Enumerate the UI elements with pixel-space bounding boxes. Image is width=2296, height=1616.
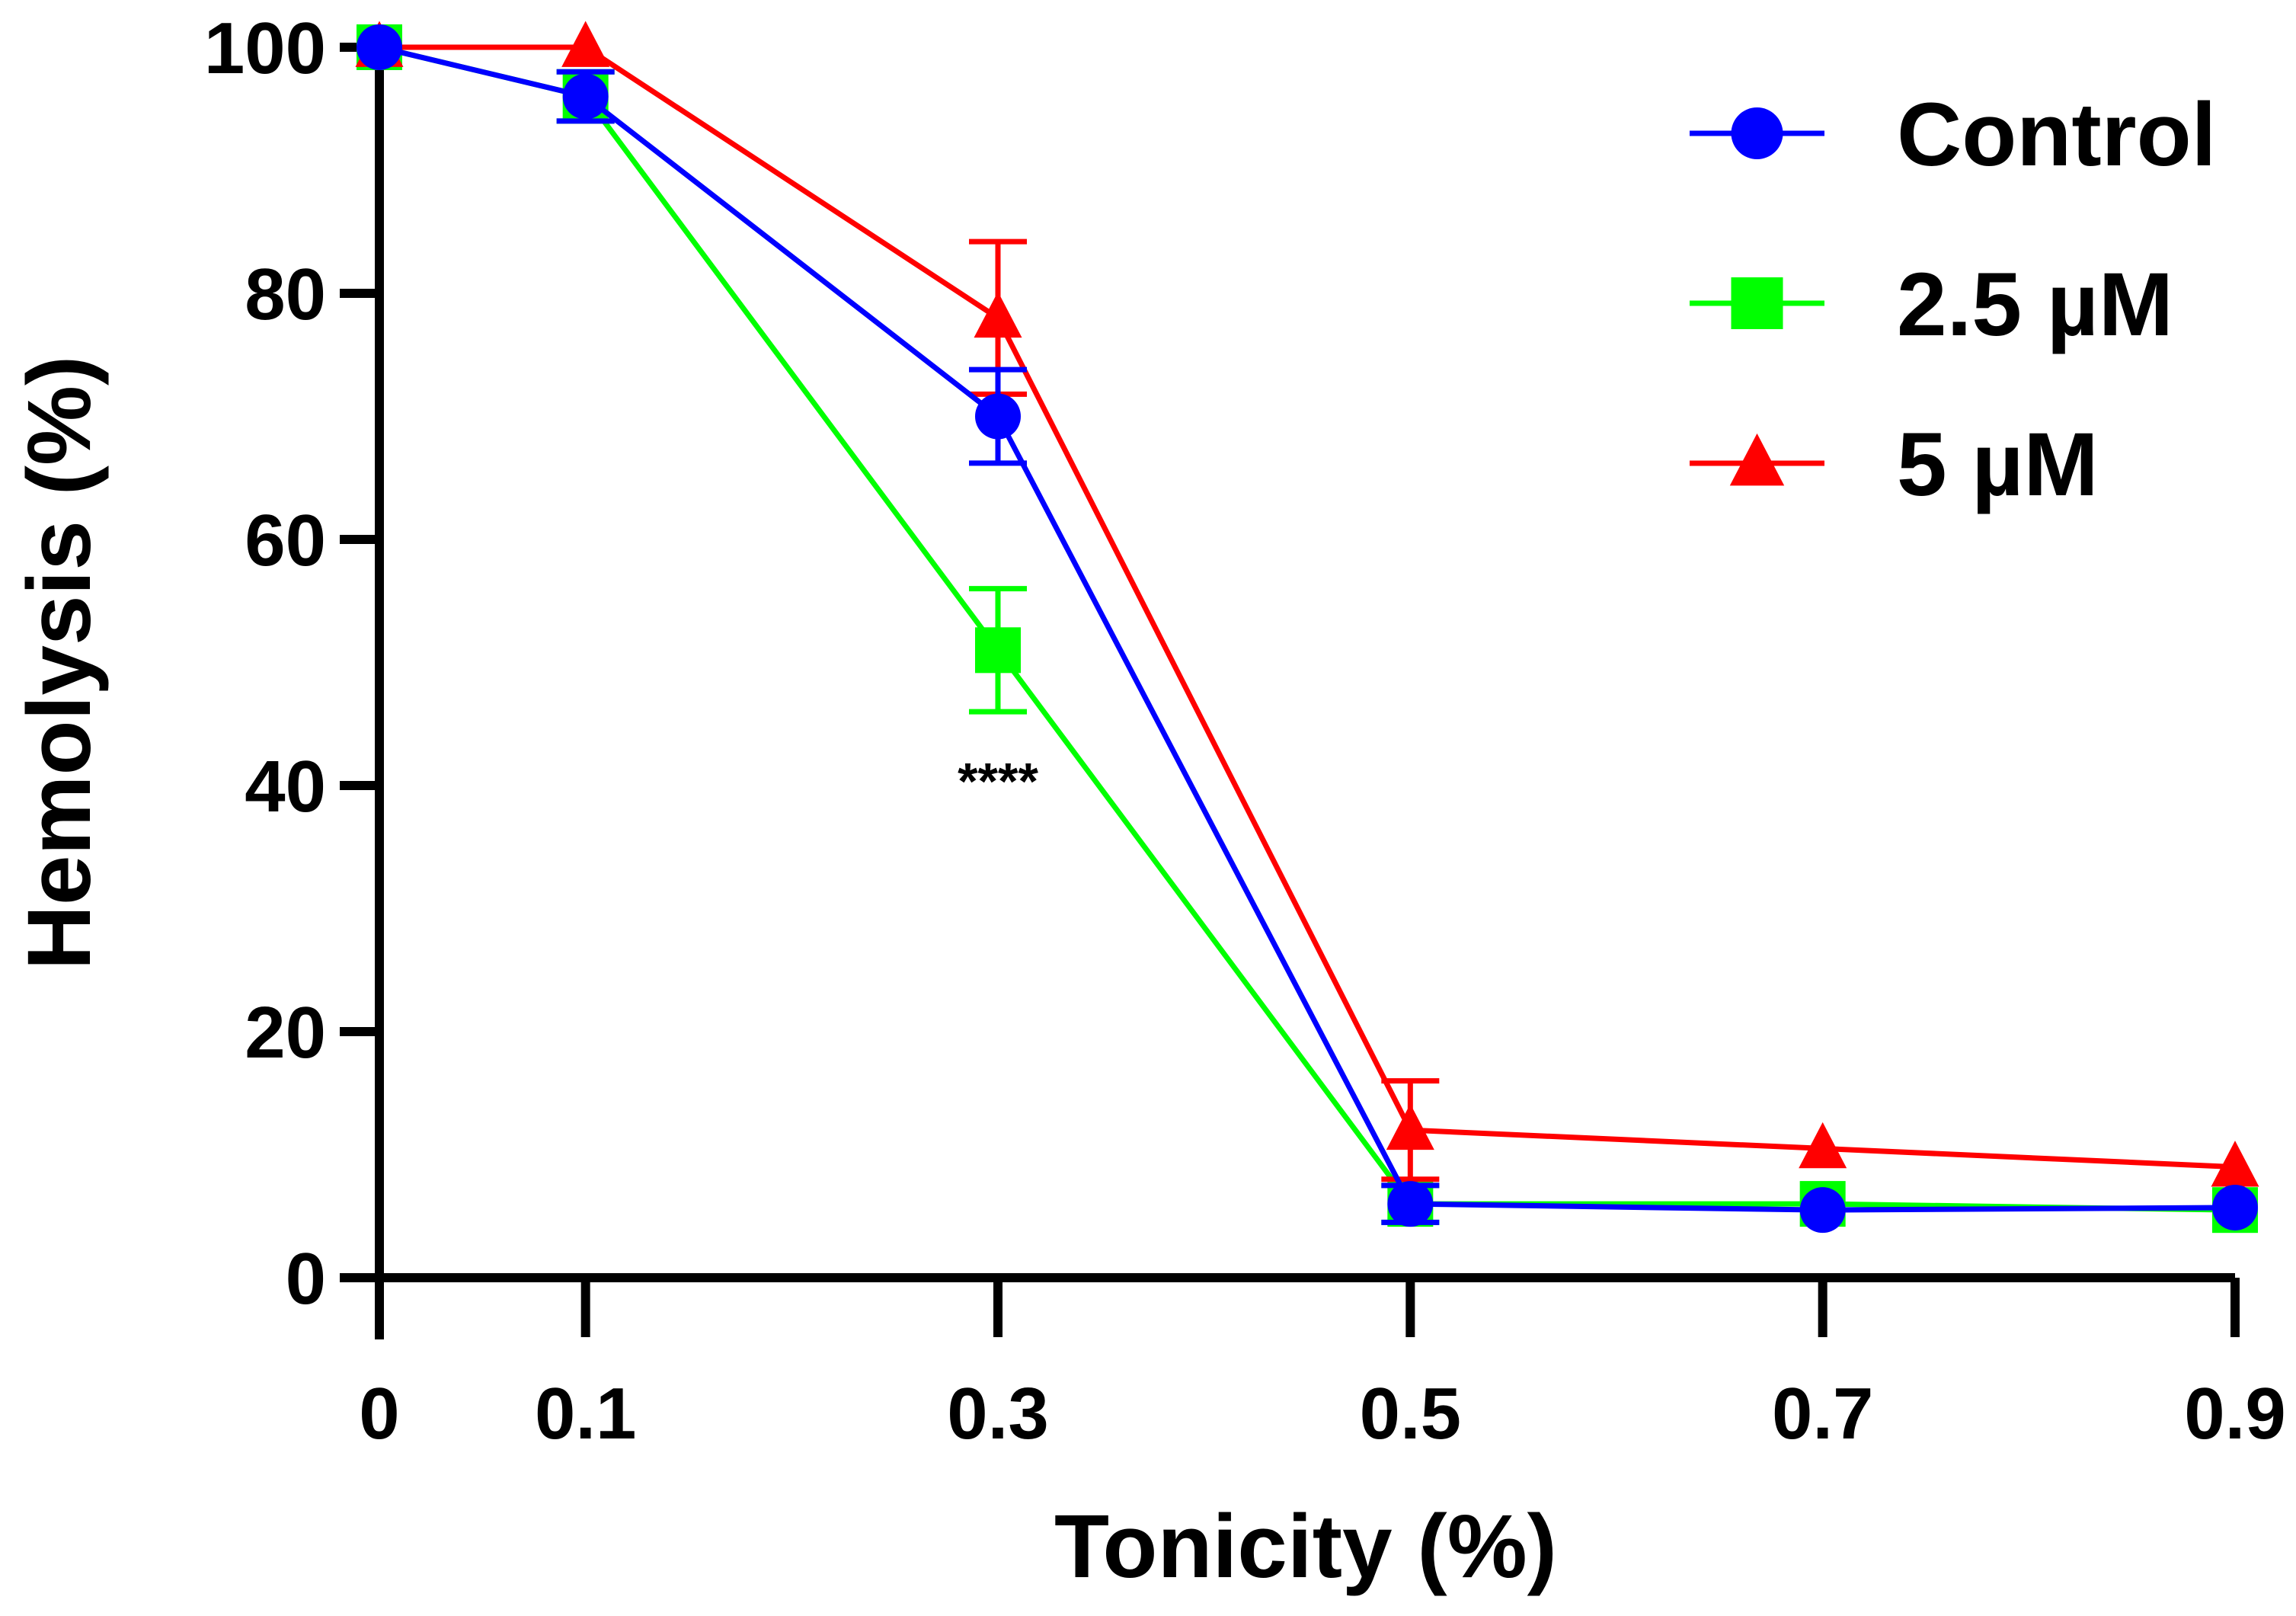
y-tick-label: 40: [245, 746, 326, 827]
data-point: [1386, 1103, 1434, 1150]
data-point: [2212, 1184, 2258, 1230]
data-point: [1799, 1122, 1847, 1169]
x-axis-title: Tonicity (%): [1054, 1496, 1557, 1597]
series-line: [379, 44, 2236, 1213]
legend-label: 2.5 µM: [1897, 254, 2173, 355]
y-axis-title: Hemolysis (%): [9, 356, 110, 971]
data-point: [975, 627, 1021, 674]
x-tick-label: 0.3: [947, 1373, 1048, 1454]
series-control: [357, 24, 2258, 1234]
y-ticks: 0 20 40 60 80 100: [204, 8, 379, 1320]
data-point: [974, 291, 1022, 338]
legend-marker-icon: [1731, 107, 1783, 159]
axes: [375, 47, 2235, 1339]
legend-marker-icon: [1729, 433, 1785, 486]
legend-label: Control: [1897, 85, 2216, 185]
significance-annotation: ****: [958, 753, 1038, 811]
y-tick-label: 60: [245, 500, 326, 581]
legend-marker-icon: [1731, 277, 1783, 329]
series-line: [379, 44, 2236, 1213]
legend-label: 5 µM: [1897, 414, 2099, 515]
x-tick-label: 0.7: [1772, 1373, 1873, 1454]
x-tick-label: 0.5: [1360, 1373, 1461, 1454]
data-point: [1387, 1181, 1434, 1227]
series-layer: [355, 21, 2259, 1234]
annotation-layer: ****: [958, 753, 1038, 811]
series-line: [379, 44, 2236, 1170]
legend-item: 2.5 µM: [1690, 254, 2173, 355]
data-point: [2211, 1141, 2259, 1187]
y-tick-label: 0: [286, 1238, 326, 1320]
y-tick-label: 100: [204, 8, 326, 89]
data-point: [975, 393, 1021, 440]
data-point: [1799, 1187, 1846, 1234]
data-point: [357, 24, 402, 70]
data-point: [562, 73, 609, 120]
y-tick-label: 20: [245, 992, 326, 1074]
y-tick-label: 80: [245, 254, 326, 335]
x-tick-label: 0.1: [535, 1373, 636, 1454]
legend-item: Control: [1690, 85, 2216, 185]
series-2-5-m: [357, 24, 2258, 1234]
data-point: [561, 21, 610, 67]
legend-item: 5 µM: [1690, 414, 2099, 515]
legend: Control 2.5 µM 5 µM: [1690, 85, 2216, 515]
x-tick-label: 0.9: [2184, 1373, 2285, 1454]
x-tick-label: 0: [359, 1373, 399, 1454]
x-ticks: 0 0.1 0.3 0.5 0.7 0.9: [359, 1278, 2286, 1454]
